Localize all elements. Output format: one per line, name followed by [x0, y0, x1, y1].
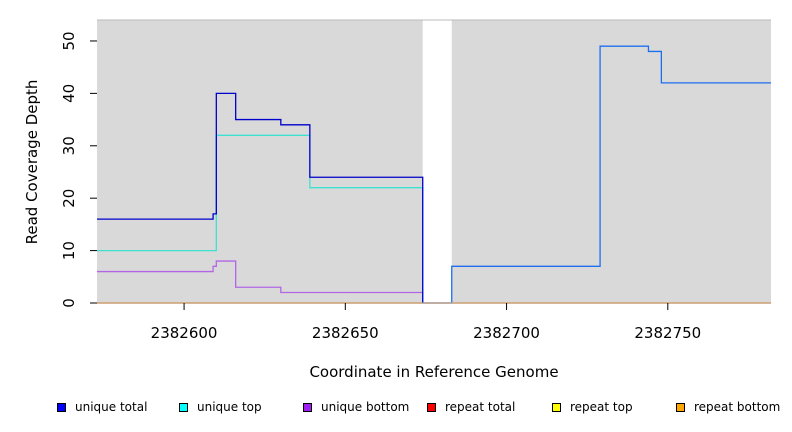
legend-item-unique-top: unique top — [179, 400, 262, 414]
legend-swatch — [552, 402, 561, 412]
series-line-coverage — [422, 45, 771, 304]
legend-item-repeat-bottom: repeat bottom — [676, 400, 780, 414]
y-tick-label: 30 — [60, 136, 78, 155]
legend-label: repeat total — [445, 400, 516, 414]
legend-swatch — [676, 402, 685, 412]
legend-swatch — [427, 402, 436, 412]
legend-swatch — [57, 402, 66, 412]
y-tick-label: 50 — [60, 31, 78, 50]
x-axis-title: Coordinate in Reference Genome — [309, 363, 558, 381]
y-tick-label: 10 — [60, 241, 78, 260]
legend-swatch — [303, 402, 312, 412]
y-axis-title: Read Coverage Depth — [23, 80, 41, 245]
y-tick-label: 20 — [60, 189, 78, 208]
legend-label: repeat top — [570, 400, 633, 414]
legend-item-repeat-top: repeat top — [552, 400, 633, 414]
legend-item-repeat-total: repeat total — [427, 400, 515, 414]
legend-label: unique top — [197, 400, 262, 414]
coverage-gap — [422, 20, 452, 303]
x-axis-ticks: 2382600 2382650 2382700 2382750 — [151, 303, 701, 342]
legend-swatch — [179, 402, 188, 412]
legend-item-unique-total: unique total — [57, 400, 147, 414]
x-tick-label: 2382600 — [151, 324, 218, 342]
y-tick-label: 0 — [60, 298, 78, 308]
legend-label: repeat bottom — [694, 400, 781, 414]
series-line-unique-bottom — [97, 260, 424, 303]
legend-label: unique bottom — [321, 400, 410, 414]
y-axis-ticks: 0 10 20 30 40 50 — [60, 31, 97, 308]
legend: unique total unique top unique bottom repea… — [0, 400, 792, 418]
x-tick-label: 2382700 — [473, 324, 540, 342]
series-line-unique-total — [97, 92, 424, 303]
y-tick-label: 40 — [60, 84, 78, 103]
x-tick-label: 2382650 — [312, 324, 379, 342]
legend-label: unique total — [75, 400, 148, 414]
x-tick-label: 2382750 — [634, 324, 701, 342]
legend-item-unique-bottom: unique bottom — [303, 400, 409, 414]
coverage-chart: 0 10 20 30 40 50 2382600 2382650 2382700 2382750… — [23, 19, 771, 381]
